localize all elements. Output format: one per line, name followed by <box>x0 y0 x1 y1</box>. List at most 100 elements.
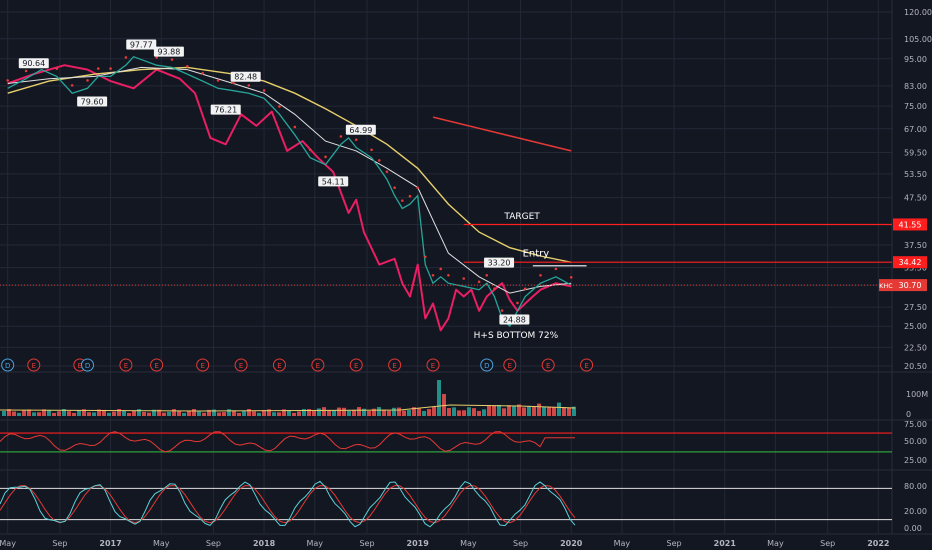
sar-dot-16 <box>247 84 251 87</box>
price-label-bg-2 <box>153 46 184 57</box>
volume-bar-107 <box>537 403 541 416</box>
volume-bar-99 <box>497 404 501 416</box>
sar-dot-10 <box>155 56 158 59</box>
volume-bar-57 <box>287 410 291 416</box>
annotation-10: TARGET <box>503 212 540 222</box>
volume-bar-22 <box>112 411 116 416</box>
sar-dot-25 <box>370 148 373 152</box>
volume-bar-111 <box>557 402 561 416</box>
volume-bar-72 <box>362 408 366 416</box>
volume-bar-0 <box>2 411 6 416</box>
price-label-4: 82.48 <box>234 73 257 82</box>
price-axis-tag-bg-last <box>893 279 927 292</box>
volume-bar-79 <box>397 407 401 416</box>
event-marker-label-4: E <box>124 362 128 370</box>
price-axis[interactable]: 120.00 105.00 95.00 83.00 75.00 67.00 59.50 53.… <box>879 8 932 533</box>
volume-bar-14 <box>72 412 76 416</box>
time-axis-label-0: May <box>0 539 16 548</box>
price-label-bg-1 <box>126 39 157 50</box>
volume-bar-1 <box>7 409 11 416</box>
volume-bar-52 <box>262 410 266 416</box>
sar-dot-5 <box>86 79 89 82</box>
volume-bar-80 <box>402 410 406 416</box>
volume-bar-13 <box>67 411 71 416</box>
sar-dot-39 <box>493 287 496 290</box>
volume-bar-104 <box>522 407 526 416</box>
symbol-tag: KHC <box>879 282 893 290</box>
sar-dot-12 <box>186 64 189 68</box>
price-label-bg-3 <box>77 96 108 107</box>
volume-bar-6 <box>32 412 36 416</box>
volume-bar-45 <box>227 409 231 416</box>
event-marker-label-7: E <box>239 362 243 370</box>
volume-bar-5 <box>27 409 31 416</box>
volume-bar-43 <box>217 412 221 416</box>
osc2-axis-label-0: 80.00 <box>904 482 927 491</box>
time-axis-label-10: Sep <box>513 539 528 548</box>
price-axis-label-0: 120.00 <box>904 8 932 17</box>
price-axis-tag-bg-target <box>893 218 927 231</box>
sar-dot-43 <box>523 287 527 290</box>
sar-dot-46 <box>569 275 573 279</box>
volume-bar-48 <box>242 411 246 416</box>
event-marker-label-5: E <box>154 362 158 370</box>
volume-bar-70 <box>352 409 356 416</box>
event-marker-11 <box>388 358 402 372</box>
event-marker-label-12: E <box>431 362 435 370</box>
volume-bar-16 <box>82 409 86 416</box>
price-label-bg-7 <box>318 176 349 187</box>
volume-bar-18 <box>92 412 96 416</box>
time-axis-label-2: 2017 <box>99 539 121 548</box>
volume-bar-32 <box>162 412 166 416</box>
sar-dot-29 <box>401 199 404 202</box>
volume-bar-49 <box>247 409 251 416</box>
volume-bar-96 <box>482 409 486 416</box>
price-axis-tag-target: 41.55 <box>899 220 922 229</box>
sma-200-line <box>7 66 572 263</box>
sar-dot-8 <box>124 56 128 59</box>
volume-bar-61 <box>307 409 311 416</box>
time-axis-label-7: Sep <box>359 539 374 548</box>
volume-bar-114 <box>572 406 576 416</box>
volume-bar-11 <box>57 411 61 416</box>
volume-bar-23 <box>117 409 121 416</box>
sar-dot-20 <box>308 148 312 152</box>
time-axis[interactable]: May Sep 2017 May Sep 2018 May Sep 2019 May Sep 2020… <box>0 539 889 548</box>
price-label-9: 24.88 <box>503 315 526 324</box>
event-marker-label-15: E <box>546 362 550 370</box>
volume-bar-86 <box>432 407 436 416</box>
price-label-bg-8 <box>484 257 515 268</box>
volume-bar-60 <box>302 409 306 416</box>
price-label-7: 54.11 <box>322 177 345 186</box>
sar-dot-44 <box>539 273 542 277</box>
volume-bar-29 <box>147 412 151 416</box>
volume-bar-44 <box>222 412 226 416</box>
event-marker-label-9: E <box>316 362 320 370</box>
sar-dot-18 <box>278 105 281 108</box>
price-label-bg-0 <box>18 58 49 69</box>
price-label-0: 90.64 <box>22 59 45 68</box>
volume-axis-label-1: 0 <box>906 410 911 419</box>
sar-dot-42 <box>516 301 519 305</box>
volume-bar-54 <box>272 412 276 416</box>
volume-bar-105 <box>527 405 531 416</box>
sar-dot-14 <box>216 79 220 82</box>
trend-line <box>432 116 572 152</box>
grid <box>0 0 892 533</box>
event-marker-10 <box>349 358 363 372</box>
volume-bar-81 <box>407 410 411 416</box>
sar-dot-24 <box>354 138 358 141</box>
volume-bar-71 <box>357 407 361 416</box>
price-label-8: 33.20 <box>488 259 511 268</box>
volume-bar-56 <box>282 409 286 416</box>
sar-dot-17 <box>262 89 266 92</box>
volume-bar-73 <box>367 410 371 416</box>
event-marker-label-13: D <box>484 362 489 370</box>
volume-bar-83 <box>417 408 421 416</box>
sar-dot-26 <box>377 159 381 162</box>
volume-bar-110 <box>552 406 556 416</box>
volume-bar-66 <box>332 410 336 416</box>
